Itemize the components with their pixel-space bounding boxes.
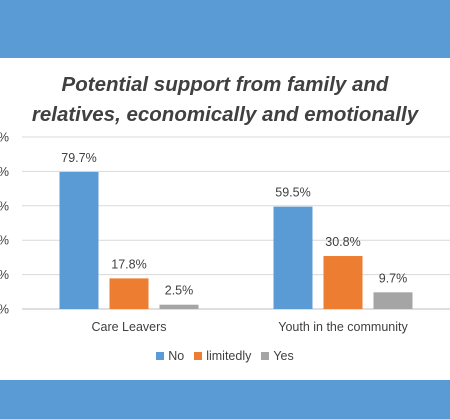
chart-legend: No limitedly Yes	[0, 349, 450, 363]
y-axis-ticks: %%%%%%	[0, 131, 9, 317]
y-tick-label: %	[0, 165, 9, 179]
y-tick-label: %	[0, 268, 9, 282]
data-label: 59.5%	[275, 186, 310, 200]
bar-limitedly-youth-in-the-community	[323, 256, 363, 309]
bar-no-youth-in-the-community	[273, 206, 313, 309]
legend-item-yes: Yes	[261, 349, 294, 363]
bar-yes-care-leavers	[159, 304, 199, 309]
chart-title-line-1: Potential support from family and	[61, 73, 389, 96]
legend-label: Yes	[273, 349, 294, 363]
bar-yes-youth-in-the-community	[373, 292, 413, 309]
legend-swatch	[156, 352, 165, 360]
bar-no-care-leavers	[59, 171, 99, 309]
data-label: 30.8%	[325, 235, 360, 249]
data-labels: 79.7% 17.8% 2.5% 59.5% 30.8% 9.7%	[61, 151, 407, 298]
data-label: 2.5%	[165, 284, 194, 298]
bar-limitedly-care-leavers	[109, 278, 149, 309]
legend-swatch	[261, 352, 270, 360]
data-label: 79.7%	[61, 151, 96, 165]
legend-swatch	[194, 352, 203, 360]
y-tick-label: %	[0, 199, 9, 213]
x-category-label: Care Leavers	[91, 320, 166, 334]
legend-item-limitedly: limitedly	[194, 349, 251, 363]
data-label: 17.8%	[111, 257, 146, 271]
x-category-label: Youth in the community	[278, 320, 408, 334]
chart-title: Potential support from family and relati…	[0, 70, 450, 130]
data-label: 9.7%	[379, 271, 408, 285]
top-banner	[0, 0, 450, 58]
y-tick-label: %	[0, 303, 9, 317]
legend-item-no: No	[156, 349, 184, 363]
bars	[59, 171, 413, 309]
chart-title-line-2: relatives, economically and emotionally	[31, 103, 419, 126]
y-tick-label: %	[0, 131, 9, 145]
legend-label: limitedly	[206, 349, 252, 363]
y-tick-label: %	[0, 234, 9, 248]
bottom-banner	[0, 380, 450, 419]
legend-label: No	[168, 349, 185, 363]
x-axis-categories: Care Leavers Youth in the community	[91, 320, 408, 334]
